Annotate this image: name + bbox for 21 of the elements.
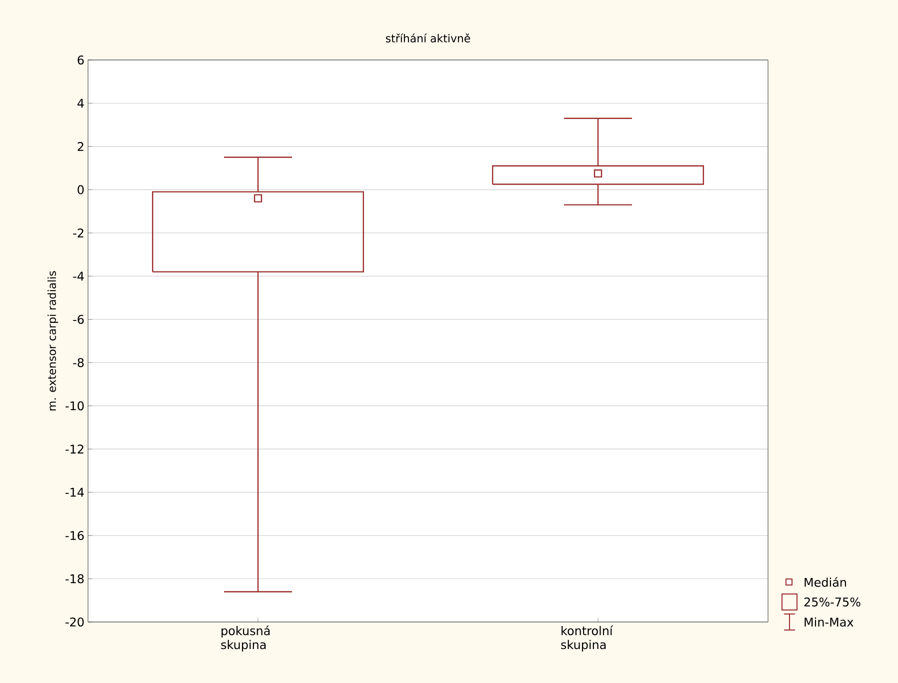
y-tick-label: 6 [78,55,84,65]
y-tick-label: -14 [66,488,84,497]
x-tick-label: kontrolní skupina [561,626,614,652]
y-tick-label: -12 [66,444,84,454]
chart-title: stříhání aktivně [386,34,470,42]
x-tick-label: pokusná skupina [221,626,270,652]
y-tick-label: -8 [73,358,84,368]
y-tick-label: -16 [66,531,84,540]
y-tick-label: 2 [78,142,84,151]
y-tick-label: -20 [66,617,84,627]
y-tick-label: 0 [78,185,84,194]
text: 25%-75% [804,597,860,607]
y-tick-label: -18 [66,574,84,584]
y-tick-label: 4 [77,98,84,108]
y-tick-label: -6 [73,314,84,324]
y-axis-title: m. extensor carpi radialis [48,271,58,410]
text: Min-Max [804,617,854,627]
y-tick-label: -4 [73,272,84,280]
y-tick-label: -2 [73,228,84,238]
text: Medián [804,577,846,587]
y-tick-label: -10 [66,401,84,410]
